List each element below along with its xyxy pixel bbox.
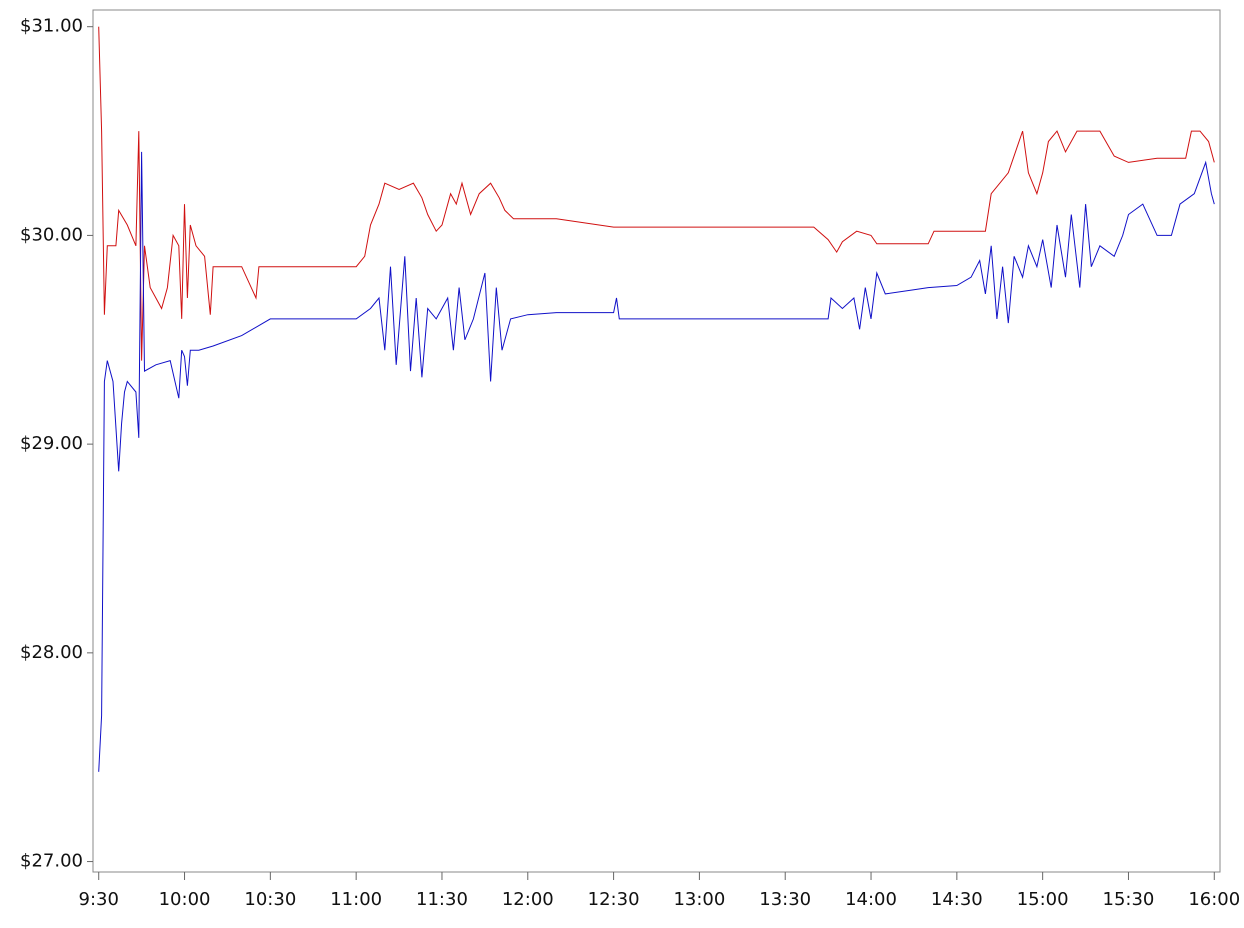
x-tick-label: 10:00: [159, 889, 211, 910]
x-tick-label: 12:00: [502, 889, 554, 910]
x-tick-label: 13:00: [673, 889, 725, 910]
x-tick-label: 14:00: [845, 889, 897, 910]
x-tick-label: 13:30: [759, 889, 811, 910]
x-tick-label: 9:30: [79, 889, 119, 910]
y-tick-label: $30.00: [20, 224, 83, 245]
x-tick-label: 14:30: [931, 889, 983, 910]
plot-frame: [92, 9, 1221, 873]
x-tick-label: 10:30: [244, 889, 296, 910]
x-tick-label: 11:00: [330, 889, 382, 910]
x-tick-label: 16:00: [1188, 889, 1240, 910]
price-line: [98, 151, 1215, 772]
x-tick-label: 15:00: [1017, 889, 1069, 910]
x-tick-label: 12:30: [588, 889, 640, 910]
x-tick-label: 11:30: [416, 889, 468, 910]
y-tick-label: $31.00: [20, 16, 83, 37]
price-line: [98, 26, 1215, 361]
y-tick-label: $27.00: [20, 851, 83, 872]
y-tick-label: $28.00: [20, 642, 83, 663]
x-tick-label: 15:30: [1103, 889, 1155, 910]
y-tick-label: $29.00: [20, 433, 83, 454]
